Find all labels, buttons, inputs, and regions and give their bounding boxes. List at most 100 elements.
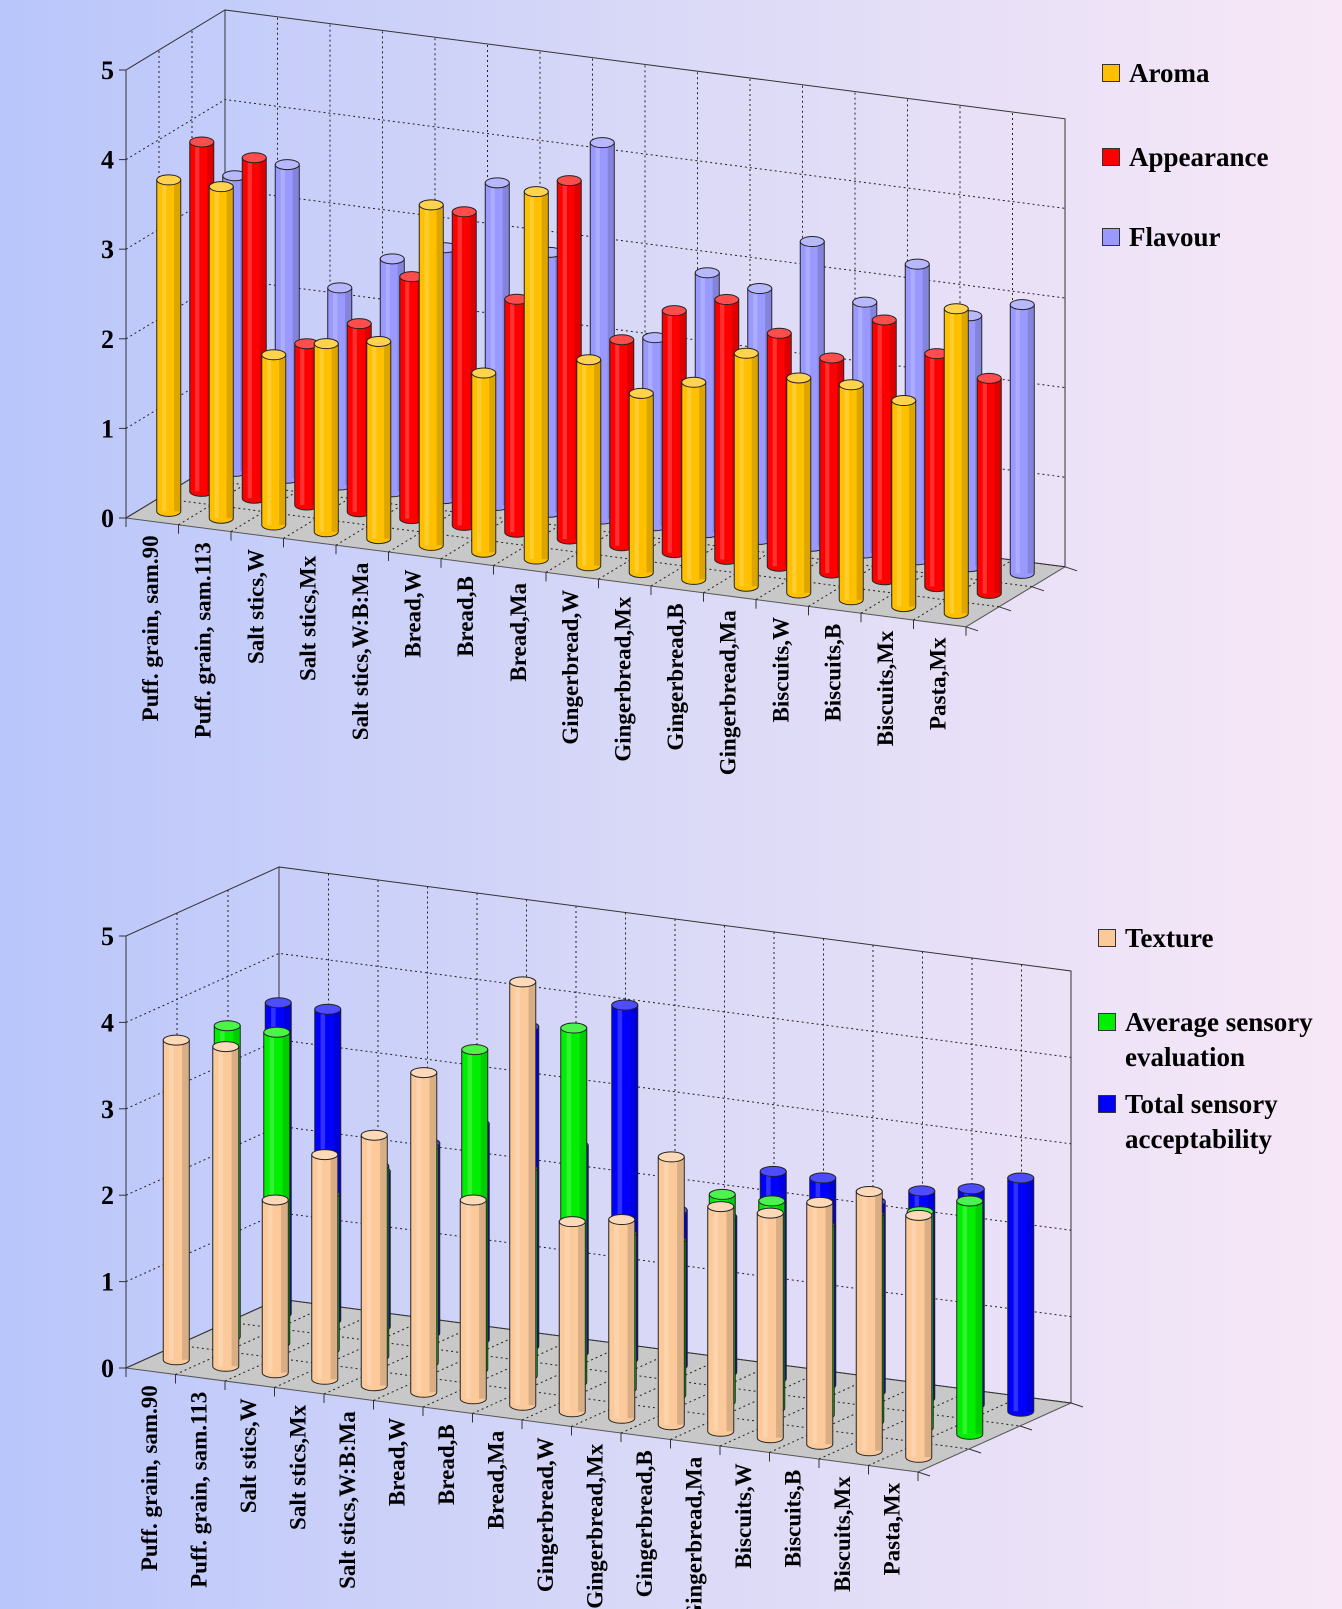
legend-swatch-total	[1098, 1095, 1116, 1113]
bar-shadow	[226, 186, 233, 519]
z-tick	[965, 626, 979, 632]
bar-top	[558, 1216, 586, 1228]
x-tick-label: Biscuits,B	[780, 1470, 805, 1568]
bar-shadow	[1026, 1177, 1034, 1412]
bar-texture-gingerbread-b	[657, 1151, 685, 1431]
bar-highlight	[529, 191, 534, 559]
bar-top	[274, 159, 300, 171]
bar-top	[589, 137, 615, 149]
bar-top	[611, 999, 639, 1011]
bar-highlight	[930, 353, 935, 587]
bar-top	[360, 1129, 388, 1141]
bar-top	[379, 253, 405, 265]
z-tick	[1070, 1402, 1084, 1408]
x-tick-label: Gingerbread,Mx	[611, 596, 636, 762]
bar-top	[943, 303, 969, 315]
bar-top	[786, 372, 812, 384]
legend-item-texture: Texture	[1098, 921, 1338, 956]
bar-top	[327, 282, 353, 294]
bar-top	[212, 1041, 240, 1053]
z-tick	[1064, 566, 1078, 572]
bar-texture-bread-w	[410, 1067, 438, 1398]
legend-swatch-texture	[1098, 929, 1116, 947]
x-tick-label: Gingerbread,Ma	[716, 610, 741, 776]
bar-shadow	[594, 359, 601, 566]
bar-highlight	[1015, 304, 1020, 574]
bar-top	[459, 1194, 487, 1206]
bar-top	[189, 136, 215, 148]
bar-aroma-salt-stics-w	[261, 349, 287, 531]
bar-highlight	[268, 1199, 273, 1373]
bar-top	[657, 1151, 685, 1163]
x-tick-label: Bread,B	[453, 576, 478, 657]
bar-top	[707, 1201, 735, 1213]
bar-highlight	[812, 1202, 818, 1445]
y-tick-label: 3	[101, 1095, 114, 1124]
bar-top	[418, 199, 444, 211]
bar-top	[156, 174, 182, 186]
bar-texture-biscuits-mx	[855, 1186, 883, 1457]
bar-top	[694, 267, 720, 279]
legend-item-average: Average sensory evaluation	[1098, 1005, 1338, 1075]
bar-flavour-pasta-mx	[1009, 299, 1035, 579]
bar-texture-puff-grain-sam-90	[162, 1034, 190, 1366]
y-tick-label: 3	[101, 235, 114, 264]
bar-top	[461, 1044, 489, 1056]
bar-highlight	[457, 211, 462, 526]
bar-top	[661, 305, 687, 317]
bar-highlight	[615, 339, 620, 546]
bar-highlight	[844, 384, 849, 600]
bar-shadow	[579, 1028, 587, 1383]
y-tick-label: 4	[101, 146, 114, 175]
bar-top	[904, 258, 930, 270]
bar-shadow	[646, 393, 653, 573]
bar-shadow	[909, 400, 916, 607]
bar-shadow	[429, 1072, 437, 1393]
bar-texture-gingerbread-mx	[608, 1214, 636, 1424]
bar-top	[1007, 1172, 1035, 1184]
bar-highlight	[214, 186, 219, 519]
bar-shadow	[776, 1213, 783, 1438]
bar-texture-bread-b	[459, 1194, 487, 1405]
bar-top	[871, 314, 897, 326]
bar-highlight	[565, 1221, 570, 1412]
bar-texture-salt-stics-w	[261, 1194, 289, 1379]
bar-top	[891, 395, 917, 407]
bar-top	[708, 1188, 736, 1200]
x-tick-label: Biscuits,B	[821, 624, 846, 722]
bar-highlight	[300, 343, 305, 505]
x-tick-label: Bread,W	[401, 569, 426, 657]
bar-top	[311, 1149, 339, 1161]
x-tick-label: Gingerbread,W	[533, 1437, 558, 1592]
bar-highlight	[562, 180, 567, 539]
bar-shadow	[578, 1221, 585, 1412]
bar-shadow	[279, 354, 286, 525]
bar-shadow	[975, 1200, 983, 1435]
bar-texture-biscuits-w	[756, 1207, 784, 1444]
x-tick-label: Bread,Ma	[483, 1430, 508, 1529]
legend-label: Total sensory acceptability	[1125, 1089, 1278, 1155]
bar-top	[908, 1185, 936, 1197]
bar-aroma-bread-w	[418, 199, 444, 551]
bar-top	[471, 367, 497, 379]
x-tick-label: Bread,B	[434, 1424, 459, 1505]
y-tick-label: 2	[101, 325, 114, 354]
bar-texture-salt-stics-w-b-ma	[360, 1129, 388, 1392]
bar-highlight	[490, 182, 495, 506]
bar-highlight	[1013, 1177, 1019, 1412]
bar-highlight	[634, 393, 639, 573]
bar-shadow	[282, 1032, 290, 1344]
bar-shadow	[436, 204, 443, 546]
bar-shadow	[875, 1191, 882, 1451]
bar-aroma-biscuits-b	[838, 379, 864, 606]
bar-shadow	[259, 157, 266, 499]
bar-top	[556, 175, 582, 187]
legend-item-aroma: Aroma	[1102, 56, 1210, 91]
bar-highlight	[825, 357, 830, 573]
legend-item-appearance: Appearance	[1102, 140, 1268, 175]
bar-top	[905, 1209, 933, 1221]
x-tick-label: Puff. grain, sam.90	[138, 535, 163, 721]
bar-highlight	[614, 1219, 620, 1419]
bar-aroma-salt-stics-mx	[313, 338, 339, 538]
